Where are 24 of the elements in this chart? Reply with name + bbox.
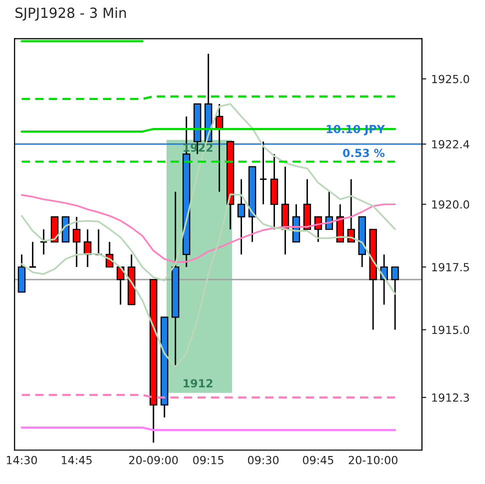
y-tick-label: 1925.0	[432, 74, 470, 84]
x-tick-label: 14:30	[6, 456, 37, 464]
x-tick-label: 09:45	[302, 456, 334, 464]
x-tick-label: 14:45	[62, 456, 92, 464]
candlestick	[237, 178, 246, 256]
x-tick-label: 09:30	[248, 456, 279, 464]
candlestick	[259, 140, 268, 205]
y-tick-label: 1920.0	[432, 200, 470, 209]
y-tick-label: 1917.5	[432, 262, 469, 272]
line-series	[20, 103, 396, 282]
chart-title: SJPJ1928 - 3 Min	[15, 7, 126, 21]
x-tick-label: 09:15	[193, 456, 224, 464]
candlestick	[391, 266, 399, 330]
x-tick-label: 20-09:00	[129, 456, 178, 464]
candlestick	[72, 216, 80, 268]
y-tick-label: 1912.3	[432, 393, 469, 402]
x-tick-label: 20-10:00	[348, 456, 398, 464]
annotation: 0.53 %	[342, 148, 385, 158]
y-tick-label: 1915.0	[432, 326, 470, 334]
candlestick	[116, 266, 124, 306]
line-series	[20, 194, 396, 264]
annotation: 1912	[184, 379, 212, 388]
y-tick-label: 1922.4	[432, 140, 470, 148]
line-series	[20, 193, 396, 368]
